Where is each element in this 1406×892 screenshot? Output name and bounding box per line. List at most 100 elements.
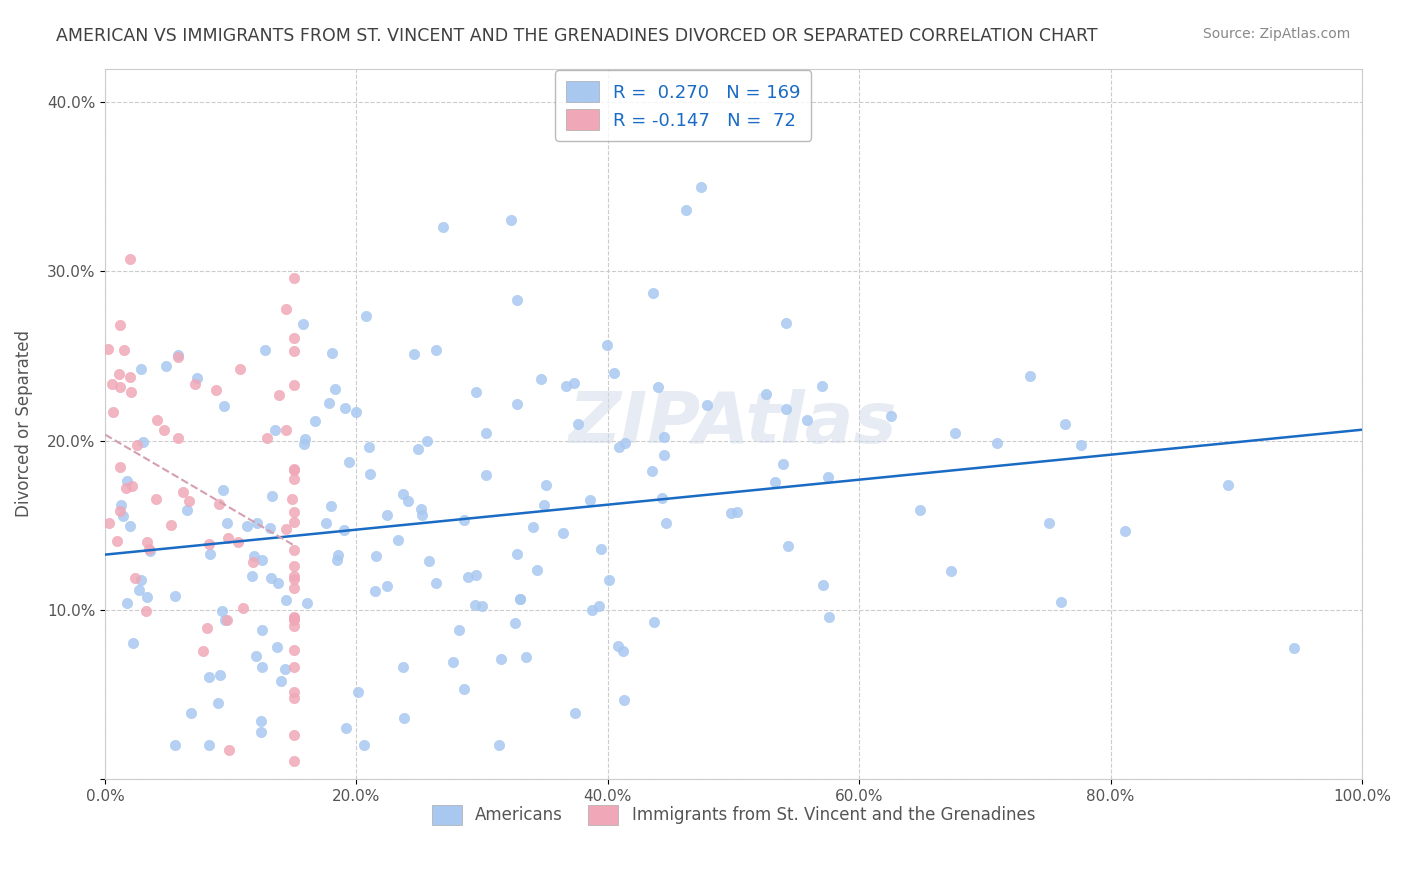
Point	[596, 338, 619, 352]
Point	[647, 380, 669, 394]
Point	[675, 203, 697, 218]
Point	[283, 685, 305, 699]
Point	[122, 636, 145, 650]
Point	[879, 409, 901, 423]
Point	[775, 401, 797, 416]
Point	[763, 475, 786, 490]
Point	[108, 504, 131, 518]
Point	[530, 372, 553, 386]
Point	[135, 604, 157, 618]
Point	[651, 491, 673, 506]
Point	[471, 599, 494, 613]
Point	[283, 343, 305, 358]
Point	[197, 670, 219, 684]
Point	[364, 584, 387, 599]
Point	[499, 212, 522, 227]
Point	[229, 362, 252, 376]
Point	[250, 623, 273, 637]
Point	[129, 573, 152, 587]
Point	[191, 644, 214, 658]
Point	[236, 519, 259, 533]
Point	[112, 508, 135, 523]
Point	[643, 615, 665, 629]
Point	[591, 541, 613, 556]
Point	[283, 610, 305, 624]
Point	[489, 652, 512, 666]
Point	[506, 293, 529, 307]
Point	[606, 639, 628, 653]
Point	[115, 481, 138, 495]
Point	[167, 350, 190, 364]
Point	[283, 462, 305, 476]
Point	[294, 432, 316, 446]
Point	[1019, 369, 1042, 384]
Point	[533, 499, 555, 513]
Point	[124, 571, 146, 585]
Point	[441, 655, 464, 669]
Point	[128, 583, 150, 598]
Point	[778, 539, 800, 553]
Point	[211, 604, 233, 618]
Point	[464, 598, 486, 612]
Point	[145, 492, 167, 507]
Point	[588, 599, 610, 613]
Point	[112, 343, 135, 357]
Point	[449, 623, 471, 637]
Point	[283, 619, 305, 633]
Point	[304, 414, 326, 428]
Point	[274, 423, 297, 437]
Point	[101, 405, 124, 419]
Point	[155, 359, 177, 373]
Point	[641, 286, 664, 301]
Point	[266, 640, 288, 654]
Legend: Americans, Immigrants from St. Vincent and the Grenadines: Americans, Immigrants from St. Vincent a…	[422, 796, 1045, 835]
Point	[353, 738, 375, 752]
Point	[1054, 417, 1077, 431]
Point	[323, 382, 346, 396]
Point	[725, 505, 748, 519]
Point	[432, 219, 454, 234]
Point	[183, 376, 205, 391]
Point	[817, 470, 839, 484]
Point	[276, 522, 298, 536]
Point	[214, 613, 236, 627]
Point	[364, 549, 387, 564]
Point	[98, 516, 121, 530]
Point	[655, 516, 678, 530]
Point	[283, 378, 305, 392]
Point	[138, 541, 160, 556]
Point	[283, 559, 305, 574]
Point	[242, 555, 264, 569]
Point	[554, 379, 576, 393]
Point	[335, 721, 357, 735]
Point	[562, 376, 585, 391]
Point	[198, 537, 221, 551]
Point	[259, 521, 281, 535]
Point	[354, 310, 377, 324]
Point	[654, 448, 676, 462]
Point	[283, 611, 305, 625]
Point	[720, 506, 742, 520]
Point	[579, 492, 602, 507]
Point	[215, 613, 238, 627]
Point	[333, 401, 356, 416]
Point	[160, 517, 183, 532]
Point	[242, 549, 264, 563]
Point	[564, 706, 586, 721]
Point	[321, 346, 343, 360]
Point	[118, 518, 141, 533]
Point	[138, 544, 160, 558]
Point	[100, 377, 122, 392]
Point	[283, 505, 305, 519]
Point	[567, 417, 589, 431]
Point	[283, 463, 305, 477]
Point	[167, 348, 190, 362]
Y-axis label: Divorced or Separated: Divorced or Separated	[15, 330, 32, 517]
Text: Source: ZipAtlas.com: Source: ZipAtlas.com	[1202, 27, 1350, 41]
Point	[108, 367, 131, 381]
Point	[245, 648, 267, 663]
Point	[943, 426, 966, 441]
Point	[1049, 595, 1071, 609]
Point	[696, 399, 718, 413]
Point	[475, 425, 498, 440]
